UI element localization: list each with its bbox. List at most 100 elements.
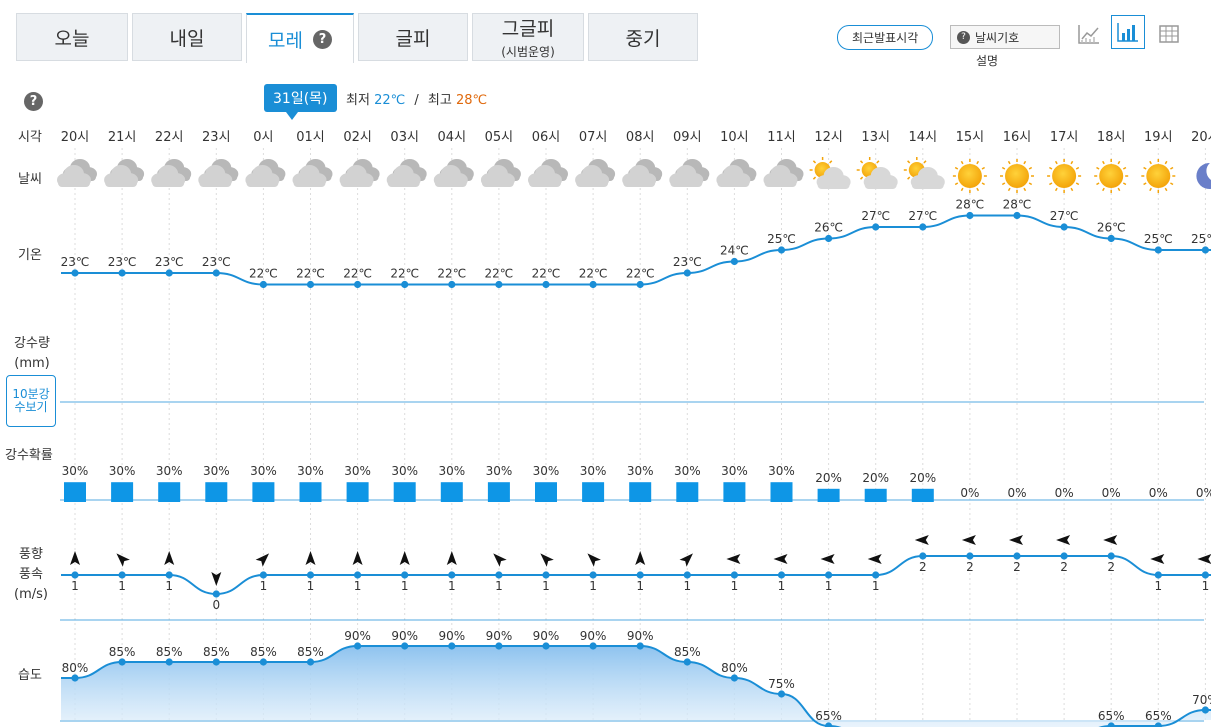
cloud-part — [251, 167, 270, 181]
sun-ray — [976, 160, 980, 165]
tab-1[interactable]: 내일 — [132, 13, 242, 61]
tab-3[interactable]: 글피 — [358, 13, 468, 61]
precip-row-label: 강수량 (mm) — [10, 334, 54, 374]
cloudy-icon — [622, 159, 663, 187]
humidity-label: 80% — [62, 661, 89, 675]
cloud-part — [723, 165, 744, 183]
cloud-part — [638, 173, 657, 187]
bar-chart-icon[interactable] — [1111, 15, 1145, 49]
wind-speed-point — [919, 552, 927, 560]
probability-bar — [582, 482, 605, 502]
humidity-point — [306, 658, 315, 666]
temperature-point — [542, 280, 550, 289]
cloud-part — [220, 167, 239, 181]
cloud-part — [205, 165, 226, 183]
wind-speed-point — [777, 571, 786, 579]
wind-dir-label: 풍향 — [19, 547, 43, 562]
humidity-label: 90% — [391, 629, 418, 643]
probability-label: 30% — [533, 464, 560, 478]
cloud-part — [352, 159, 373, 177]
cloudy-icon — [104, 159, 145, 187]
cloud-part — [64, 173, 96, 181]
humidity-point — [259, 658, 267, 666]
cloud-part — [480, 173, 499, 187]
wind-speed-point — [1154, 571, 1162, 579]
time-label: 17시 — [1049, 130, 1079, 145]
sun-ray — [1070, 160, 1074, 165]
wind-speed-point — [542, 571, 550, 579]
wind-speed-point — [1013, 552, 1021, 560]
humidity-label: 85% — [674, 645, 701, 659]
table-icon[interactable] — [1152, 17, 1186, 51]
sun-ray — [1028, 182, 1033, 186]
cloud-part — [676, 173, 709, 181]
time-label: 10시 — [720, 130, 749, 145]
tab-0[interactable]: 오늘 — [16, 13, 128, 61]
temperature-point — [1154, 246, 1162, 254]
probability-label: 30% — [627, 464, 654, 478]
cloud-part — [785, 167, 804, 181]
time-label: 0시 — [253, 130, 274, 145]
wind-direction-arrow — [352, 551, 363, 565]
cloud-part — [58, 179, 90, 187]
sun-part — [1005, 164, 1029, 188]
cloud-part — [817, 181, 850, 189]
sun-ray — [907, 176, 911, 180]
temperature-point — [212, 269, 220, 277]
temp-row-label: 기온 — [18, 248, 42, 263]
cloud-part — [779, 173, 798, 187]
help-icon[interactable]: ? — [24, 92, 43, 111]
temperature-point — [919, 223, 927, 231]
recent-release-button[interactable]: 최근발표시각 — [837, 25, 934, 50]
probability-label: 20% — [862, 471, 889, 485]
wind-speed-point — [683, 571, 691, 579]
weather-symbol-button[interactable]: ? 날씨기호 — [950, 25, 1060, 49]
sun-icon — [1000, 159, 1034, 193]
cloud-part — [167, 173, 186, 187]
wind-speed-label: 1 — [589, 579, 597, 593]
sun-ray — [1164, 160, 1168, 165]
cloudy-icon — [198, 159, 239, 187]
separator: / — [414, 93, 419, 108]
humidity-point — [448, 642, 456, 650]
cloud-part — [57, 173, 75, 187]
sun-ray — [923, 176, 927, 180]
tab-label: 모레 — [268, 29, 303, 52]
cloud-part — [252, 173, 285, 181]
cloud-part — [623, 179, 656, 187]
cloudy-icon — [575, 159, 616, 187]
sun-ray — [812, 160, 817, 164]
cloudy-icon — [339, 159, 380, 187]
probability-bar — [535, 482, 557, 502]
cloud-part — [158, 173, 191, 181]
time-label: 08시 — [625, 130, 655, 145]
cloud-part — [770, 173, 803, 181]
probability-bar — [158, 482, 181, 502]
sun-ray — [981, 182, 985, 186]
ten-min-precip-button[interactable]: 10분강수보기 — [6, 375, 56, 427]
probability-bar — [205, 482, 228, 502]
sun-icon — [1141, 159, 1176, 193]
temperature-label: 27℃ — [908, 209, 937, 223]
tab-4[interactable]: 그글피 (시범운영) — [472, 13, 584, 61]
help-icon[interactable]: ? — [312, 29, 332, 49]
cloud-part — [104, 173, 123, 187]
sun-ray — [1070, 187, 1074, 192]
cloud-part — [73, 173, 91, 187]
wind-speed-point — [1060, 552, 1068, 560]
cloud-part — [339, 173, 358, 187]
tab-2[interactable]: 모레? — [246, 13, 354, 63]
sun-ray — [1102, 160, 1105, 165]
wind-speed-point — [212, 590, 220, 598]
humidity-point — [401, 642, 409, 650]
tab-5[interactable]: 중기 — [588, 13, 698, 61]
humidity-area — [61, 646, 1211, 727]
sun-ray — [1075, 182, 1080, 186]
cloud-part — [487, 173, 520, 181]
cloud-part — [433, 173, 452, 187]
wind-speed-label: 1 — [354, 579, 362, 593]
wind-direction-arrow — [116, 553, 130, 567]
humidity-label: 85% — [156, 645, 183, 659]
wind-direction-arrow — [399, 551, 410, 565]
line-chart-icon[interactable] — [1072, 17, 1106, 51]
